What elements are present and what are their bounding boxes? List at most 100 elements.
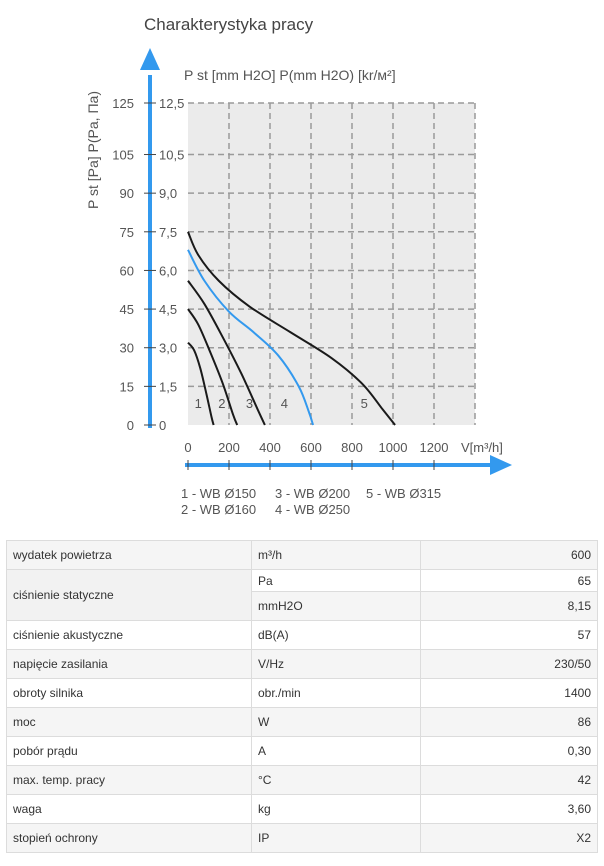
y-axis-label-right: P st [mm H2O] P(mm H2O) [kr/м²]: [184, 67, 396, 83]
y-tick-label-pa: 30: [120, 341, 134, 356]
y-tick-label-mm: 6,0: [159, 263, 177, 278]
chart-curve-labels: 1 2 3 4 5: [195, 396, 368, 411]
param-name: stopień ochrony: [6, 823, 252, 853]
table-row: waga kg 3,60: [6, 794, 598, 824]
y-axis-arrow: [140, 48, 160, 70]
param-value: 57: [420, 620, 598, 650]
param-name: waga: [6, 794, 252, 824]
curve-label: 4: [281, 396, 288, 411]
param-value: 0,30: [420, 736, 598, 766]
table-row: wydatek powietrza m³/h 600: [6, 540, 598, 570]
y-tick-label-mm: 0: [159, 418, 166, 433]
curve-label: 3: [246, 396, 253, 411]
x-tick-label: 0: [184, 440, 191, 455]
legend-entry: 5 - WB Ø315: [366, 486, 442, 501]
legend-row: 1 - WB Ø150 3 - WB Ø200 5 - WB Ø315: [181, 486, 441, 502]
curve-label: 5: [361, 396, 368, 411]
series-line-4: [187, 249, 315, 426]
y-tick-label-pa: 0: [127, 418, 134, 433]
y-tick-label-mm: 10,5: [159, 148, 184, 163]
param-unit: IP: [251, 823, 421, 853]
table-row: moc W 86: [6, 707, 598, 737]
param-value: 1400: [420, 678, 598, 708]
param-name: wydatek powietrza: [6, 540, 252, 570]
table-row: obroty silnika obr./min 1400: [6, 678, 598, 708]
param-unit: obr./min: [251, 678, 421, 708]
table-row: ciśnienie akustyczne dB(A) 57: [6, 620, 598, 650]
legend-entry: 3 - WB Ø200: [275, 486, 351, 501]
x-tick-label: 600: [300, 440, 322, 455]
series-line-1: [187, 341, 215, 426]
param-unit: m³/h: [251, 540, 421, 570]
param-name: obroty silnika: [6, 678, 252, 708]
x-axis-arrow: [490, 455, 512, 475]
param-name: moc: [6, 707, 252, 737]
series-line-5: [187, 231, 396, 426]
param-name: max. temp. pracy: [6, 765, 252, 795]
x-tick-label: 1000: [379, 440, 408, 455]
y-tick-label-pa: 15: [120, 379, 134, 394]
chart-axes: [140, 48, 512, 475]
series-line-2: [187, 308, 239, 426]
chart-ticks: 015304560759010512501,53,04,56,07,59,010…: [112, 96, 448, 470]
x-tick-label: 800: [341, 440, 363, 455]
curve-label: 2: [218, 396, 225, 411]
param-unit: °C: [251, 765, 421, 795]
y-tick-label-pa: 105: [112, 148, 134, 163]
y-tick-label-mm: 3,0: [159, 341, 177, 356]
param-unit: kg: [251, 794, 421, 824]
curve-label: 1: [195, 396, 202, 411]
param-name: pobór prądu: [6, 736, 252, 766]
table-row: ciśnienie statyczne Pa 65: [6, 569, 598, 621]
param-value: 42: [420, 765, 598, 795]
param-unit: V/Hz: [251, 649, 421, 679]
param-unit: Pa: [251, 569, 421, 592]
param-value: 230/50: [420, 649, 598, 679]
param-name: napięcie zasilania: [6, 649, 252, 679]
table-row: mmH2O 8,15: [7, 591, 598, 621]
param-unit: A: [251, 736, 421, 766]
performance-chart: Charakterystyka pracy 015304560759010512…: [85, 15, 512, 475]
y-tick-label-mm: 7,5: [159, 225, 177, 240]
table-row: napięcie zasilania V/Hz 230/50: [6, 649, 598, 679]
x-tick-label: 200: [218, 440, 240, 455]
plot-area: [188, 102, 476, 425]
y-axis-label-left: P st [Pa] P(Pa, Па): [85, 91, 101, 209]
y-tick-label-mm: 12,5: [159, 96, 184, 111]
x-tick-label: 1200: [420, 440, 449, 455]
plot-background: [188, 103, 475, 425]
x-tick-label: 400: [259, 440, 281, 455]
y-tick-label-mm: 9,0: [159, 186, 177, 201]
table-row: stopień ochrony IP X2: [6, 823, 598, 853]
y-tick-label-pa: 60: [120, 263, 134, 278]
legend-row: 2 - WB Ø160 4 - WB Ø250: [181, 502, 441, 518]
table-row: pobór prądu A 0,30: [6, 736, 598, 766]
y-tick-label-mm: 4,5: [159, 302, 177, 317]
table-row: max. temp. pracy °C 42: [6, 765, 598, 795]
param-value: 3,60: [420, 794, 598, 824]
y-tick-label-pa: 90: [120, 186, 134, 201]
param-value: X2: [420, 823, 598, 853]
legend-entry: 2 - WB Ø160: [181, 502, 257, 517]
x-axis-label: V[m³/h]: [461, 440, 503, 455]
legend-entry: 4 - WB Ø250: [275, 502, 351, 517]
param-unit: W: [251, 707, 421, 737]
specs-table: wydatek powietrza m³/h 600 ciśnienie sta…: [6, 540, 598, 853]
y-tick-label-pa: 125: [112, 96, 134, 111]
param-value: 65: [420, 569, 598, 592]
series-line-3: [187, 280, 266, 426]
param-value: 600: [420, 540, 598, 570]
param-name: ciśnienie akustyczne: [6, 620, 252, 650]
chart-series: [187, 231, 396, 426]
chart-title: Charakterystyka pracy: [144, 15, 314, 34]
legend-entry: 1 - WB Ø150: [181, 486, 257, 501]
y-tick-label-mm: 1,5: [159, 379, 177, 394]
y-tick-label-pa: 45: [120, 302, 134, 317]
param-name: ciśnienie statyczne: [6, 569, 252, 621]
param-value: 86: [420, 707, 598, 737]
param-unit: dB(A): [251, 620, 421, 650]
param-value: 8,15: [420, 591, 598, 621]
param-unit: mmH2O: [251, 591, 421, 621]
chart-legend: 1 - WB Ø150 3 - WB Ø200 5 - WB Ø315 2 - WB…: [181, 486, 441, 518]
y-tick-label-pa: 75: [120, 225, 134, 240]
